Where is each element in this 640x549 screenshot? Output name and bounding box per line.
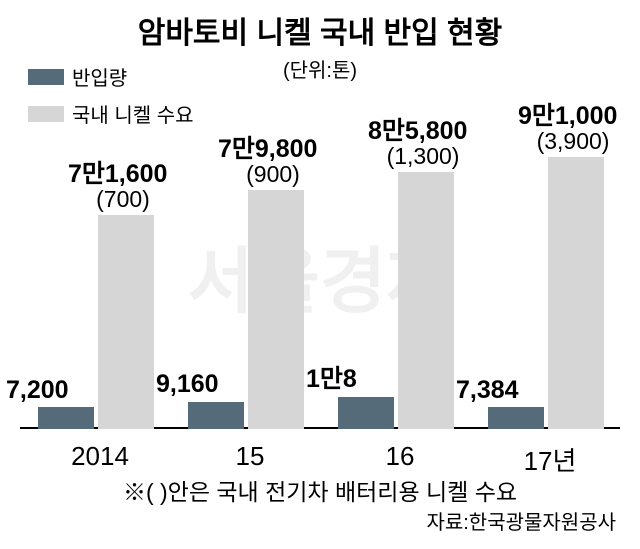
legend-label-2: 국내 니켈 수요 — [72, 99, 194, 128]
value-label-s1: 9,160 — [156, 371, 296, 397]
chart-container: 암바토비 니켈 국내 반입 현황 (단위:톤) 반입량 국내 니켈 수요 7,2… — [0, 0, 640, 549]
footnote: ※( )안은 국내 전기차 배터리용 니켈 수요 — [0, 473, 640, 507]
bar-group: 9,1607만9,800(900) — [180, 130, 320, 429]
legend-item-1: 반입량 — [28, 62, 194, 91]
x-axis-label: 2014 — [30, 441, 170, 472]
bar-series1 — [188, 402, 244, 429]
legend-label-1: 반입량 — [72, 62, 127, 91]
x-axis-label: 15 — [180, 441, 320, 472]
chart-title: 암바토비 니켈 국내 반입 현황 — [0, 8, 640, 52]
bar-group: 7,3849만1,000(3,900) — [480, 130, 620, 429]
value-label-s1: 7,200 — [6, 377, 146, 403]
legend-item-2: 국내 니켈 수요 — [28, 99, 194, 128]
x-axis: 2014151617년 — [20, 435, 620, 465]
bar-series1 — [38, 407, 94, 429]
bar-group: 1만88만5,800(1,300) — [330, 130, 470, 429]
legend-swatch-2 — [28, 106, 64, 122]
bar-group: 7,2007만1,600(700) — [30, 130, 170, 429]
x-axis-label: 16 — [330, 441, 470, 472]
source-label: 자료:한국광물자원공사 — [426, 506, 616, 535]
value-label-s2: 9만1,000(3,900) — [518, 103, 640, 153]
bar-series1 — [488, 407, 544, 429]
value-label-s1: 7,384 — [456, 377, 596, 403]
legend-swatch-1 — [28, 69, 64, 85]
legend: 반입량 국내 니켈 수요 — [28, 62, 194, 128]
plot-area: 7,2007만1,600(700)9,1607만9,800(900)1만88만5… — [20, 130, 620, 429]
value-label-s1: 1만8 — [306, 366, 446, 392]
bar-series1 — [338, 397, 394, 429]
